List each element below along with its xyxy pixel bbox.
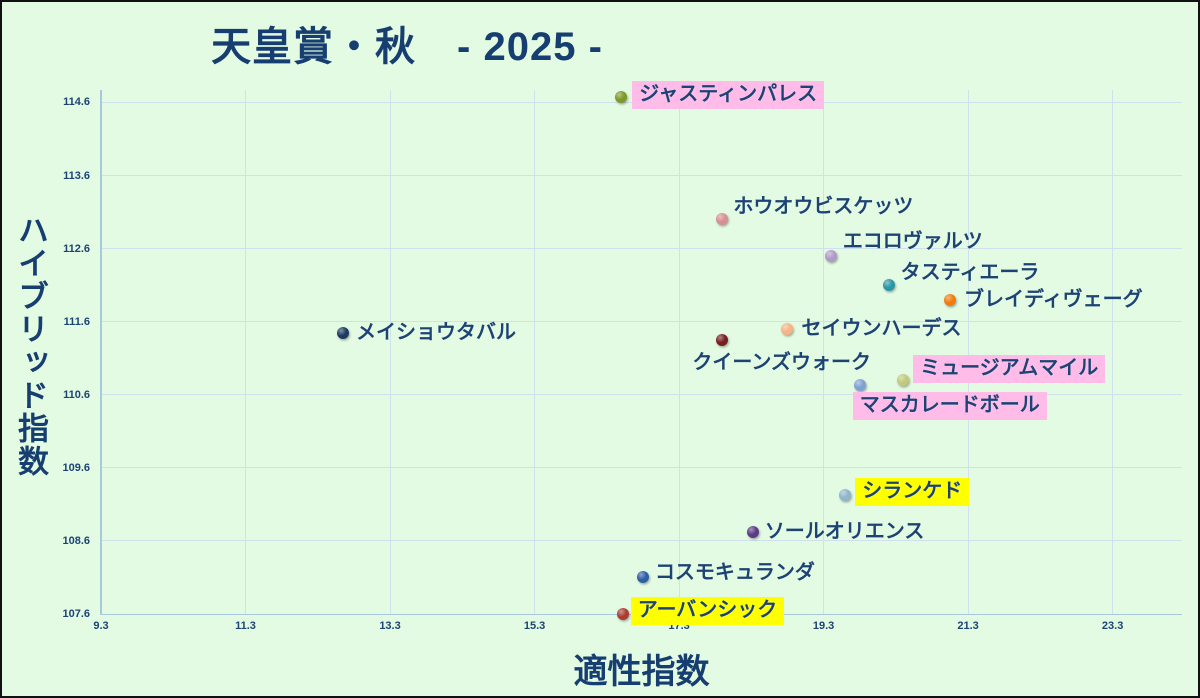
data-point	[337, 326, 350, 339]
data-point-label: タスティエーラ	[900, 261, 1040, 284]
data-point-label: コスモキュランダ	[654, 561, 815, 584]
x-tick-label: 23.3	[1101, 620, 1124, 632]
grid-line-vertical	[967, 90, 969, 614]
data-point-label: マスカレードボール	[852, 391, 1047, 420]
grid-line-horizontal	[101, 175, 1182, 176]
data-point-label: シランケド	[855, 477, 970, 506]
data-point-label: ミュージアムマイル	[913, 355, 1106, 384]
data-point	[616, 608, 629, 620]
grid-line-horizontal	[101, 394, 1182, 396]
data-point	[615, 91, 628, 104]
data-point-label: エコロヴァルツ	[842, 230, 983, 253]
data-point	[897, 374, 910, 387]
data-point	[636, 571, 649, 584]
y-tick-label: 111.6	[63, 315, 90, 328]
grid-line-horizontal	[101, 540, 1182, 542]
data-point	[824, 249, 837, 262]
grid-line-horizontal	[101, 321, 1182, 323]
grid-line-vertical	[245, 90, 247, 614]
data-point	[882, 279, 895, 292]
x-tick-label: 9.3	[93, 620, 109, 632]
data-point-label: ホウオウビスケッツ	[733, 195, 914, 218]
data-point-label: ソールオリエンス	[764, 520, 925, 543]
x-axis-title: 適性指数	[573, 653, 710, 691]
data-point	[853, 378, 866, 391]
x-tick-label: 21.3	[957, 620, 979, 632]
y-tick-label: 109.6	[62, 461, 90, 474]
x-tick-label: 19.3	[812, 620, 835, 632]
grid-line-vertical	[823, 90, 825, 614]
grid-line-horizontal	[101, 467, 1182, 469]
data-point	[944, 293, 957, 306]
data-point	[746, 526, 759, 539]
y-axis-title: ハイブリッド指数	[13, 214, 48, 478]
y-tick-label: 113.6	[63, 169, 90, 182]
grid-line-vertical	[678, 90, 680, 614]
data-point-label: セイウンハーデス	[801, 317, 962, 340]
y-axis-line	[100, 90, 102, 614]
grid-line-vertical	[534, 90, 536, 614]
data-point-label: ブレイディヴェーグ	[964, 288, 1143, 311]
data-point-label: アーバンシック	[630, 597, 785, 625]
data-point	[839, 488, 852, 501]
y-tick-label: 108.6	[62, 534, 90, 547]
grid-line-vertical	[389, 90, 391, 614]
data-point	[716, 333, 729, 346]
y-tick-label: 112.6	[63, 242, 90, 255]
data-point	[781, 322, 794, 335]
data-point	[716, 213, 729, 226]
x-tick-label: 11.3	[235, 620, 256, 632]
y-tick-label: 110.6	[63, 388, 90, 401]
data-point-label: ジャスティンパレス	[632, 81, 825, 110]
grid-line-horizontal	[101, 248, 1182, 250]
chart-title: 天皇賞・秋 - 2025 -	[211, 25, 603, 69]
data-point-label: クイーンズウォーク	[692, 351, 872, 374]
y-tick-label: 107.6	[62, 608, 90, 620]
x-tick-label: 15.3	[523, 620, 546, 632]
grid-line-vertical	[1112, 90, 1114, 614]
y-tick-label: 114.6	[63, 96, 90, 109]
x-tick-label: 13.3	[379, 620, 401, 632]
data-point-label: メイショウタバル	[356, 321, 517, 344]
